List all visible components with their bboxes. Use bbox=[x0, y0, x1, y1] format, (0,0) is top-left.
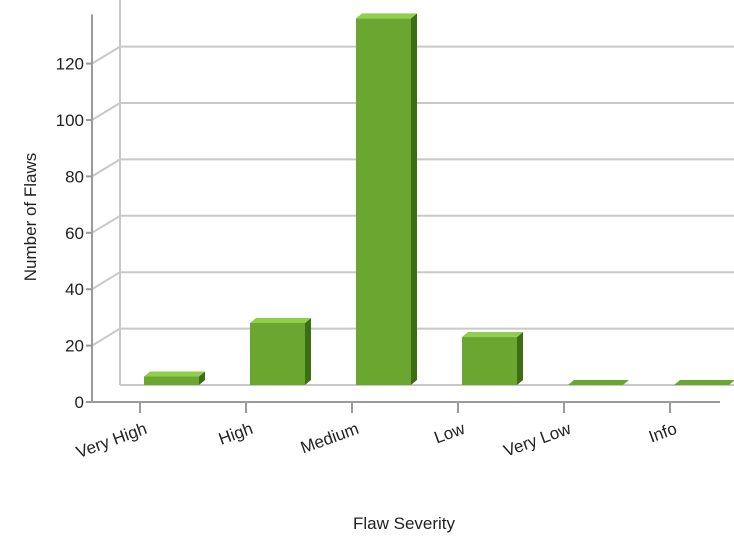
gridline-depth bbox=[91, 271, 121, 291]
gridline-depth bbox=[91, 102, 121, 121]
x-tick-label: High bbox=[216, 419, 255, 449]
bar-top bbox=[250, 317, 311, 323]
bar-top bbox=[462, 332, 523, 338]
y-tick-labels: 0 20 40 60 80 100 120 bbox=[56, 55, 84, 412]
bar-side bbox=[199, 371, 205, 385]
bar-side bbox=[517, 332, 523, 385]
gridline-depth bbox=[91, 214, 121, 234]
y-tick-label: 120 bbox=[56, 55, 84, 74]
x-tick-label: Very High bbox=[74, 419, 150, 462]
bar bbox=[356, 18, 411, 386]
gridline-depth bbox=[91, 45, 121, 65]
x-tick-label: Low bbox=[432, 419, 468, 448]
gridlines bbox=[91, 45, 734, 347]
axes bbox=[86, 0, 734, 413]
bar-top bbox=[144, 371, 205, 377]
y-tick-label: 40 bbox=[65, 280, 84, 299]
bar-side bbox=[305, 317, 311, 385]
y-tick-label: 100 bbox=[56, 111, 84, 130]
x-axis-title: Flaw Severity bbox=[353, 514, 456, 533]
gridline-depth bbox=[91, 158, 121, 178]
x-tick-label: Info bbox=[646, 419, 679, 447]
x-tick-label: Very Low bbox=[501, 419, 574, 461]
bar-side bbox=[411, 13, 417, 386]
x-tick-labels: Very High High Medium Low Very Low Info bbox=[74, 419, 680, 462]
y-tick-label: 20 bbox=[65, 337, 84, 356]
bar-top bbox=[356, 13, 417, 19]
y-tick-label: 80 bbox=[65, 167, 84, 186]
x-tick-label: Medium bbox=[298, 419, 361, 458]
bar bbox=[250, 322, 305, 385]
y-axis-title: Number of Flaws bbox=[21, 153, 40, 281]
y-tick-label: 0 bbox=[75, 393, 84, 412]
y-tick-label: 60 bbox=[65, 224, 84, 243]
bars bbox=[144, 13, 734, 386]
bar-top bbox=[674, 380, 734, 385]
bar bbox=[144, 376, 199, 385]
bar-top bbox=[568, 380, 629, 385]
bar bbox=[462, 337, 517, 385]
gridline-depth bbox=[91, 327, 121, 347]
